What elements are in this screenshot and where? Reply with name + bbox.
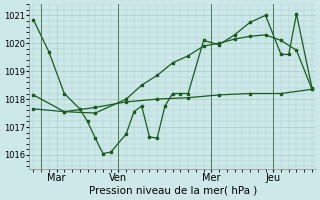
- X-axis label: Pression niveau de la mer( hPa ): Pression niveau de la mer( hPa ): [89, 186, 257, 196]
